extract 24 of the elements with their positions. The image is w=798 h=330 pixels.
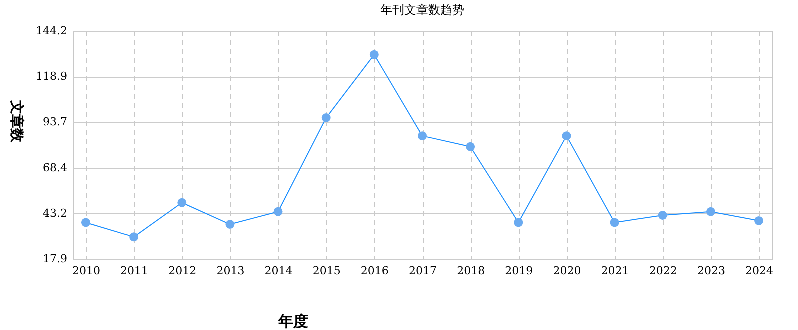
x-tick-label: 2021 <box>601 264 630 278</box>
x-tick-label: 2024 <box>746 264 774 278</box>
x-tick-label: 2013 <box>216 264 245 278</box>
x-tick-label: 2023 <box>697 264 726 278</box>
x-tick-label: 2019 <box>505 264 534 278</box>
y-tick-label: 144.2 <box>36 24 68 38</box>
x-axis-title: 年度 <box>278 312 308 330</box>
x-tick-label: 2010 <box>72 264 100 278</box>
y-tick-label: 93.7 <box>43 116 68 129</box>
x-tick-label: 2016 <box>360 264 389 278</box>
x-tick-label: 2020 <box>553 264 582 278</box>
y-tick-label: 118.9 <box>36 70 68 84</box>
y-tick-label: 68.4 <box>43 161 68 174</box>
y-axis-title: 文章数 <box>8 100 26 144</box>
x-tick-label: 2022 <box>649 264 678 278</box>
x-tick-label: 2015 <box>312 264 341 278</box>
y-tick-label: 43.2 <box>43 206 68 220</box>
chart-title: 年刊文章数趋势 <box>380 3 464 17</box>
x-tick-label: 2017 <box>409 264 437 278</box>
x-tick-label: 2012 <box>168 264 197 278</box>
y-tick-label: 17.9 <box>43 252 68 266</box>
x-tick-label: 2014 <box>264 264 293 278</box>
x-tick-label: 2011 <box>120 264 149 278</box>
x-tick-label: 2018 <box>457 264 486 278</box>
